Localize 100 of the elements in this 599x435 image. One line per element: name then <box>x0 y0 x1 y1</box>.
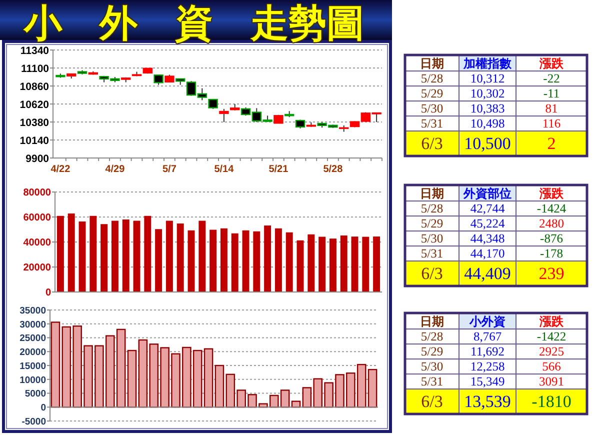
y-tick-label: 35000 <box>20 305 46 316</box>
text: -11 <box>543 86 560 100</box>
category-label: 外資部位 <box>462 186 512 200</box>
y-tick-label: 15000 <box>20 360 46 372</box>
category-label: 小外資 <box>468 314 506 328</box>
y-tick-label: 25000 <box>20 333 46 344</box>
text: 10,312 <box>470 72 505 86</box>
bar <box>78 222 86 292</box>
bar <box>296 240 304 292</box>
text: 44,348 <box>470 232 505 246</box>
text: 13,539 <box>464 392 511 411</box>
text: 239 <box>538 264 564 283</box>
y-tick-label: 9900 <box>26 152 50 165</box>
category-label: 5/30 <box>420 102 444 116</box>
text: 2 <box>547 134 556 153</box>
bar <box>368 368 378 408</box>
text: 42,744 <box>470 202 505 216</box>
bar <box>231 233 238 292</box>
text: -1422 <box>536 330 566 344</box>
text: 日期 <box>420 186 444 200</box>
text: 10,383 <box>470 102 505 116</box>
category-label: 5/28 <box>420 330 444 344</box>
bar <box>198 220 206 292</box>
y-tick-label: 10380 <box>20 116 50 129</box>
y-tick-label: 10140 <box>20 134 50 147</box>
category-label: 6/3 <box>421 392 443 411</box>
text: 116 <box>542 116 561 130</box>
y-tick-label: 0 <box>40 402 46 414</box>
bar <box>166 220 173 292</box>
y-tick-label: 80000 <box>23 188 52 199</box>
candlestick <box>219 108 229 122</box>
category-label: 5/28 <box>420 72 444 86</box>
bar <box>122 220 130 292</box>
text: 45,224 <box>470 216 505 230</box>
text: 566 <box>542 360 561 374</box>
text: 15,349 <box>470 374 505 388</box>
category-label: 加權指數 <box>462 56 512 70</box>
text: 12,258 <box>470 360 505 374</box>
y-tick-label: 40000 <box>23 238 52 249</box>
bar <box>214 364 224 408</box>
y-tick-label: 10860 <box>20 80 50 93</box>
text: -22 <box>543 72 560 86</box>
bar <box>362 236 370 292</box>
text: 10,498 <box>470 116 505 130</box>
category-label: 5/31 <box>420 246 444 260</box>
x-tick-label: 5/7 <box>162 164 177 175</box>
bar <box>204 348 214 408</box>
text: 81 <box>545 102 558 116</box>
x-tick-label: 5/28 <box>323 164 344 175</box>
text: 44,409 <box>464 264 511 283</box>
x-tick-label: 4/22 <box>50 164 71 175</box>
bar <box>329 238 336 292</box>
bar <box>155 229 162 292</box>
category-label: 5/28 <box>420 202 444 216</box>
text: 8,767 <box>473 330 502 344</box>
bar <box>100 224 108 292</box>
y-tick-label: 11100 <box>20 62 50 75</box>
text: 11,692 <box>470 344 504 358</box>
text: 日期 <box>420 56 444 70</box>
text: 44,170 <box>470 246 505 260</box>
candlestick <box>208 98 218 110</box>
bar <box>242 230 250 292</box>
bar <box>373 236 380 292</box>
category-label: 漲跌 <box>538 56 564 70</box>
category-label: 5/29 <box>420 86 444 100</box>
bar <box>210 230 217 292</box>
y-tick-label: 20000 <box>23 262 52 274</box>
category-label: 漲跌 <box>538 186 564 200</box>
candlestick <box>154 74 164 86</box>
bar <box>111 220 118 292</box>
y-tick-label: 11340 <box>20 44 50 57</box>
y-tick-label: 60000 <box>23 212 52 224</box>
text: 10,302 <box>470 86 505 100</box>
bar <box>127 350 137 408</box>
x-tick-label: 4/29 <box>105 164 126 175</box>
bar <box>56 216 64 292</box>
bar <box>253 231 260 292</box>
x-tick-label: 5/14 <box>214 164 234 175</box>
category-label: 5/29 <box>420 344 444 358</box>
bar <box>50 322 60 408</box>
bar <box>68 214 75 292</box>
category-label: 6/3 <box>421 264 443 283</box>
text: 2480 <box>539 216 564 230</box>
x-tick-label: 5/21 <box>268 164 289 175</box>
text: -1810 <box>532 392 572 411</box>
text: 日期 <box>420 314 444 328</box>
bar <box>133 220 140 292</box>
bar <box>176 224 184 292</box>
category-label: 5/30 <box>420 232 444 246</box>
text: 3091 <box>539 374 564 388</box>
y-tick-label: -5000 <box>22 416 46 428</box>
bar <box>90 216 97 292</box>
category-label: 5/30 <box>420 360 444 374</box>
y-tick-label: 10620 <box>20 98 50 111</box>
bar <box>286 232 293 292</box>
category-label: 6/3 <box>421 134 443 153</box>
y-tick-label: 5000 <box>24 388 46 400</box>
text: 10,500 <box>464 134 511 153</box>
text: -1424 <box>536 202 566 216</box>
bar <box>318 236 326 292</box>
